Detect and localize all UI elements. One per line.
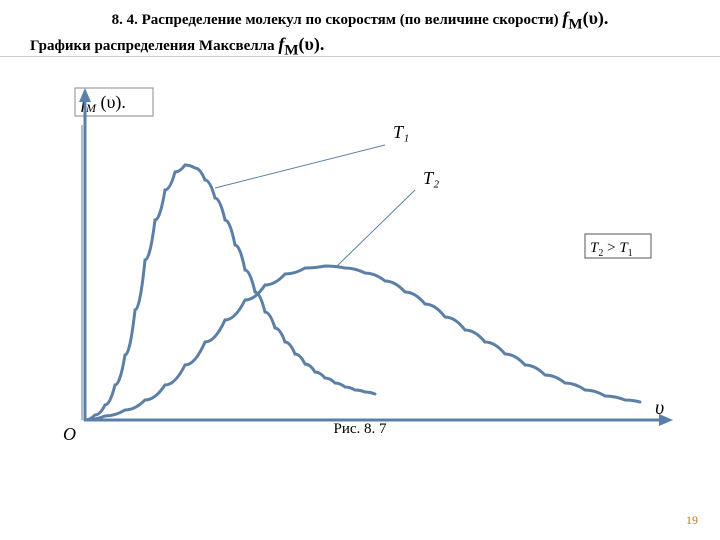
header-block: 8. 4. Распределение молекул по скоростям… <box>30 8 690 59</box>
divider <box>0 56 720 57</box>
page-number: 19 <box>686 513 698 528</box>
header-text-1: 8. 4. Распределение молекул по скоростям… <box>112 12 563 28</box>
svg-text:T₁: T₁ <box>393 122 409 142</box>
svg-text:T₂: T₂ <box>423 168 439 188</box>
maxwell-chart: fM (υ).T₁T₂OυT2 > T1 Рис. 8. 7 <box>30 70 690 490</box>
svg-text:υ: υ <box>655 397 664 419</box>
figure-caption: Рис. 8. 7 <box>30 421 690 438</box>
header-text-2: Графики распределения Максвелла <box>30 38 278 54</box>
header-fm-1: fM(υ). <box>562 8 608 28</box>
header-line-1: 8. 4. Распределение молекул по скоростям… <box>30 8 690 34</box>
header-fm-2: fM(υ). <box>278 34 324 54</box>
